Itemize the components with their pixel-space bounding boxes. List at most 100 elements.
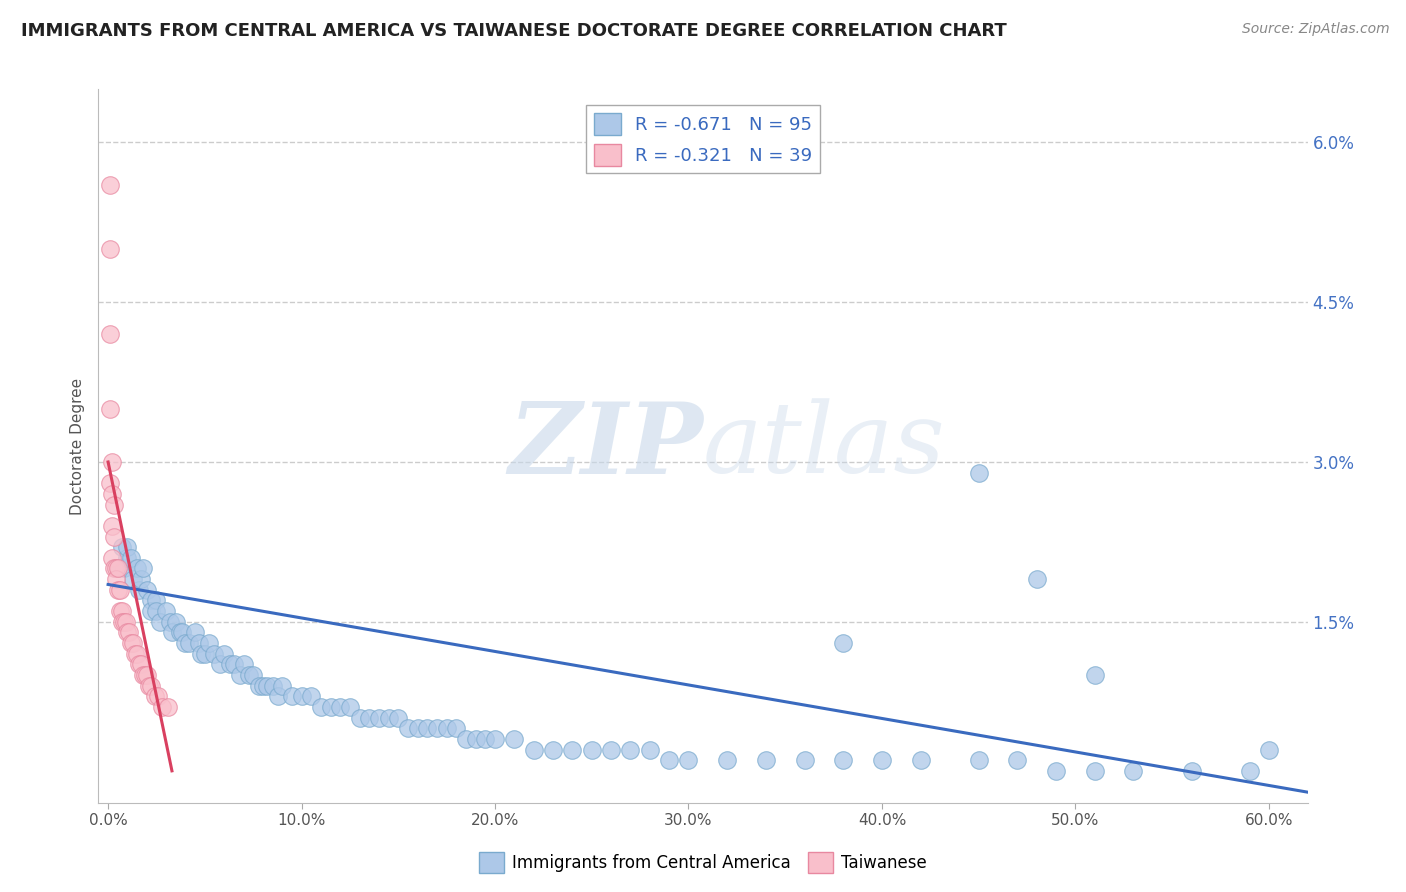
Point bbox=[222, 657, 245, 672]
Point bbox=[103, 498, 125, 512]
Point bbox=[1239, 764, 1261, 778]
Point bbox=[188, 636, 211, 650]
Point bbox=[967, 466, 990, 480]
Point bbox=[212, 647, 235, 661]
Point bbox=[118, 625, 141, 640]
Point bbox=[755, 753, 778, 767]
Point bbox=[132, 561, 155, 575]
Point bbox=[127, 561, 149, 575]
Point bbox=[101, 519, 124, 533]
Point bbox=[238, 668, 260, 682]
Point bbox=[1007, 753, 1029, 767]
Text: Source: ZipAtlas.com: Source: ZipAtlas.com bbox=[1241, 22, 1389, 37]
Point bbox=[148, 690, 170, 704]
Point bbox=[117, 540, 139, 554]
Point bbox=[271, 679, 294, 693]
Point bbox=[1084, 668, 1107, 682]
Point bbox=[139, 679, 162, 693]
Legend: Immigrants from Central America, Taiwanese: Immigrants from Central America, Taiwane… bbox=[472, 846, 934, 880]
Point bbox=[219, 657, 242, 672]
Point bbox=[228, 668, 250, 682]
Point bbox=[503, 731, 526, 746]
Point bbox=[832, 753, 855, 767]
Point bbox=[1122, 764, 1144, 778]
Point bbox=[111, 604, 134, 618]
Point bbox=[454, 731, 477, 746]
Point bbox=[150, 700, 173, 714]
Point bbox=[561, 742, 583, 756]
Point bbox=[138, 679, 160, 693]
Point bbox=[127, 647, 149, 661]
Point bbox=[209, 657, 232, 672]
Point bbox=[98, 476, 121, 491]
Point bbox=[523, 742, 546, 756]
Point bbox=[967, 753, 990, 767]
Point bbox=[169, 625, 191, 640]
Point bbox=[184, 625, 207, 640]
Point bbox=[678, 753, 700, 767]
Point bbox=[170, 625, 193, 640]
Point bbox=[160, 625, 183, 640]
Point bbox=[377, 710, 399, 724]
Point bbox=[541, 742, 564, 756]
Point bbox=[299, 690, 322, 704]
Point bbox=[98, 327, 121, 342]
Point bbox=[638, 742, 661, 756]
Point bbox=[112, 561, 135, 575]
Point bbox=[101, 487, 124, 501]
Point bbox=[117, 625, 139, 640]
Point bbox=[426, 721, 449, 735]
Point bbox=[319, 700, 342, 714]
Point bbox=[416, 721, 439, 735]
Point bbox=[135, 668, 157, 682]
Point bbox=[339, 700, 361, 714]
Point bbox=[256, 679, 278, 693]
Point bbox=[139, 593, 162, 607]
Point bbox=[581, 742, 603, 756]
Point bbox=[111, 615, 134, 629]
Point bbox=[1180, 764, 1202, 778]
Point bbox=[104, 572, 127, 586]
Point bbox=[155, 604, 177, 618]
Point bbox=[101, 550, 124, 565]
Point bbox=[1257, 742, 1279, 756]
Point bbox=[910, 753, 932, 767]
Point bbox=[135, 582, 157, 597]
Point bbox=[111, 540, 134, 554]
Point bbox=[108, 604, 131, 618]
Point bbox=[832, 636, 855, 650]
Point bbox=[267, 690, 290, 704]
Text: ZIP: ZIP bbox=[508, 398, 703, 494]
Point bbox=[112, 615, 135, 629]
Point bbox=[349, 710, 371, 724]
Text: IMMIGRANTS FROM CENTRAL AMERICA VS TAIWANESE DOCTORATE DEGREE CORRELATION CHART: IMMIGRANTS FROM CENTRAL AMERICA VS TAIWA… bbox=[21, 22, 1007, 40]
Point bbox=[619, 742, 641, 756]
Point bbox=[108, 582, 131, 597]
Point bbox=[870, 753, 893, 767]
Point bbox=[290, 690, 312, 704]
Point bbox=[98, 178, 121, 192]
Point bbox=[117, 550, 139, 565]
Point bbox=[149, 615, 172, 629]
Point bbox=[145, 604, 167, 618]
Point bbox=[484, 731, 506, 746]
Y-axis label: Doctorate Degree: Doctorate Degree bbox=[69, 377, 84, 515]
Point bbox=[120, 550, 142, 565]
Point bbox=[309, 700, 332, 714]
Point bbox=[174, 636, 197, 650]
Point bbox=[165, 615, 187, 629]
Point bbox=[129, 572, 152, 586]
Point bbox=[107, 561, 129, 575]
Point bbox=[1084, 764, 1107, 778]
Point bbox=[101, 455, 124, 469]
Point bbox=[128, 657, 150, 672]
Point bbox=[387, 710, 409, 724]
Point bbox=[190, 647, 212, 661]
Point bbox=[247, 679, 270, 693]
Point bbox=[179, 636, 201, 650]
Point bbox=[262, 679, 284, 693]
Point bbox=[98, 242, 121, 256]
Point bbox=[159, 615, 181, 629]
Point bbox=[793, 753, 815, 767]
Point bbox=[132, 668, 155, 682]
